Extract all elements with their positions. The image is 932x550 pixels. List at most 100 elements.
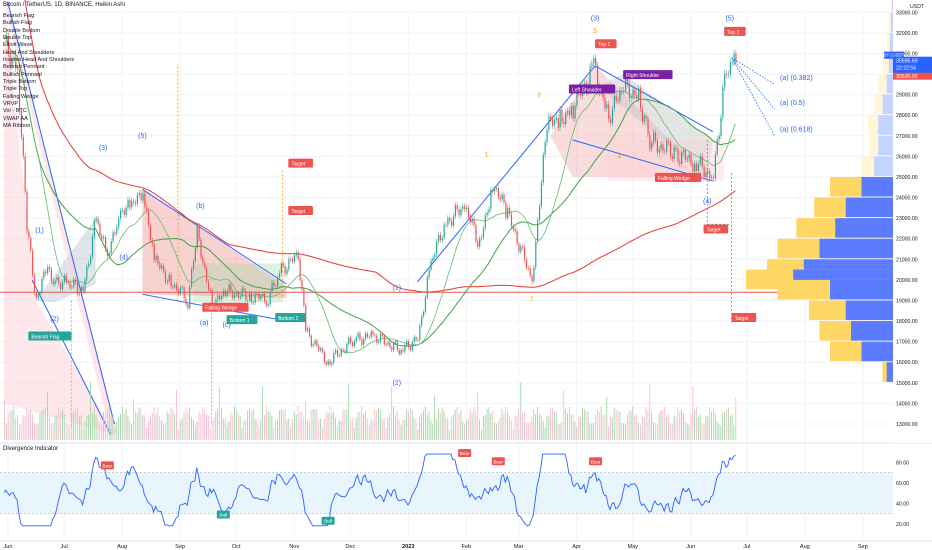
candle-body <box>591 63 593 67</box>
candle-body <box>692 163 694 172</box>
volume-bar <box>213 418 215 440</box>
candle-body <box>615 96 617 101</box>
volume-bar <box>189 408 191 440</box>
divergence-pane: 20.00 40.00 60.00 80.00 Bear Bull Bull Bear Bear… <box>0 442 932 528</box>
volume-bar <box>209 429 211 440</box>
candle-body <box>56 277 58 281</box>
candle-body <box>63 275 66 282</box>
candle-body <box>142 193 144 201</box>
volume-bar <box>682 413 684 440</box>
candle-body <box>118 218 120 228</box>
volume-bar <box>555 411 557 440</box>
candle-body <box>580 93 582 96</box>
candle-body <box>344 350 346 353</box>
candle-body <box>436 241 438 255</box>
volume-bar <box>73 411 75 440</box>
candle-body <box>671 156 673 159</box>
volume-bar <box>692 386 694 440</box>
candle-body <box>103 237 105 239</box>
volume-bar <box>168 413 170 440</box>
pattern-label-bg-6 <box>568 84 616 94</box>
volume-bar <box>451 416 452 440</box>
divergence-label-0: Bear <box>103 463 113 468</box>
candle-body <box>292 259 294 262</box>
volume-bar <box>516 415 518 440</box>
volume-bar <box>338 419 340 440</box>
volume-bar <box>535 413 537 440</box>
volume-bar <box>211 420 213 440</box>
candle-body <box>191 268 193 287</box>
price-tick: 32000.00 <box>896 31 918 37</box>
candle-body <box>552 118 554 126</box>
volume-bar <box>681 409 683 440</box>
wave-label-1: (2) <box>50 316 59 323</box>
candle-body <box>250 293 253 303</box>
volume-bar <box>260 420 262 440</box>
candle-body <box>69 282 71 288</box>
volume-bar <box>512 428 514 440</box>
volume-bar <box>269 412 271 440</box>
candle-body <box>365 333 367 339</box>
indicator-7: Bearish Pennant <box>3 64 45 71</box>
candle-body <box>232 291 234 299</box>
volume-bar <box>275 419 277 440</box>
volume-bar <box>247 410 249 440</box>
wave-label-2: (3) <box>99 145 108 152</box>
volume-bar <box>520 382 522 440</box>
candle-body <box>411 342 413 351</box>
volume-bar <box>727 407 729 440</box>
candle-body <box>219 295 221 300</box>
volume-bar <box>711 411 712 440</box>
volume-bar <box>320 418 322 440</box>
candle-body <box>73 279 75 287</box>
volume-bar <box>252 408 254 440</box>
candle-body <box>632 89 634 98</box>
volume-bar <box>608 425 610 440</box>
candle-body <box>499 197 501 200</box>
volume-bar <box>394 414 396 440</box>
candle-body <box>466 207 468 210</box>
volume-bar <box>299 412 301 440</box>
candle-body <box>282 263 284 266</box>
candle-body <box>686 158 688 160</box>
volume-bar <box>656 424 658 440</box>
candle-body <box>93 220 95 237</box>
candle-body <box>697 163 700 171</box>
volume-bar <box>121 406 123 440</box>
candle-body <box>690 154 692 164</box>
volume-bar <box>342 409 344 440</box>
pattern-label-bg-11 <box>703 224 729 234</box>
volume-bar <box>452 414 454 440</box>
vrvp-up-17 <box>851 321 893 341</box>
volume-bar <box>307 419 308 440</box>
volume-bar <box>595 414 596 440</box>
retracement-label-0: (a) (0.382) <box>780 75 813 82</box>
candle-body <box>183 287 185 299</box>
volume-bar <box>206 413 207 440</box>
volume-bar <box>118 416 119 440</box>
candle-body <box>716 139 718 155</box>
prev-price-bg <box>893 72 932 80</box>
volume-bar <box>241 428 243 440</box>
divergence-label-1: Bull <box>220 513 228 518</box>
candle-body <box>39 292 41 294</box>
volume-bar <box>280 408 282 440</box>
candle-body <box>361 339 363 345</box>
volume-bar <box>335 417 336 440</box>
candle-body <box>200 239 202 258</box>
candle-body <box>456 205 458 210</box>
candle-body <box>196 225 198 249</box>
volume-bar <box>256 419 258 440</box>
candle-body <box>720 117 722 136</box>
wave-label-10: (3) <box>591 16 600 23</box>
candle-body <box>516 231 518 244</box>
volume-bar <box>720 425 722 440</box>
volume-bar <box>437 408 439 440</box>
indicator-13: Vol - BTC <box>3 108 27 115</box>
volume-bar <box>112 414 114 440</box>
volume-bar <box>52 422 54 440</box>
divergence-label-bg-0 <box>100 461 114 470</box>
candle-body <box>514 229 516 232</box>
volume-bar <box>716 421 718 440</box>
volume-bar <box>630 411 632 440</box>
